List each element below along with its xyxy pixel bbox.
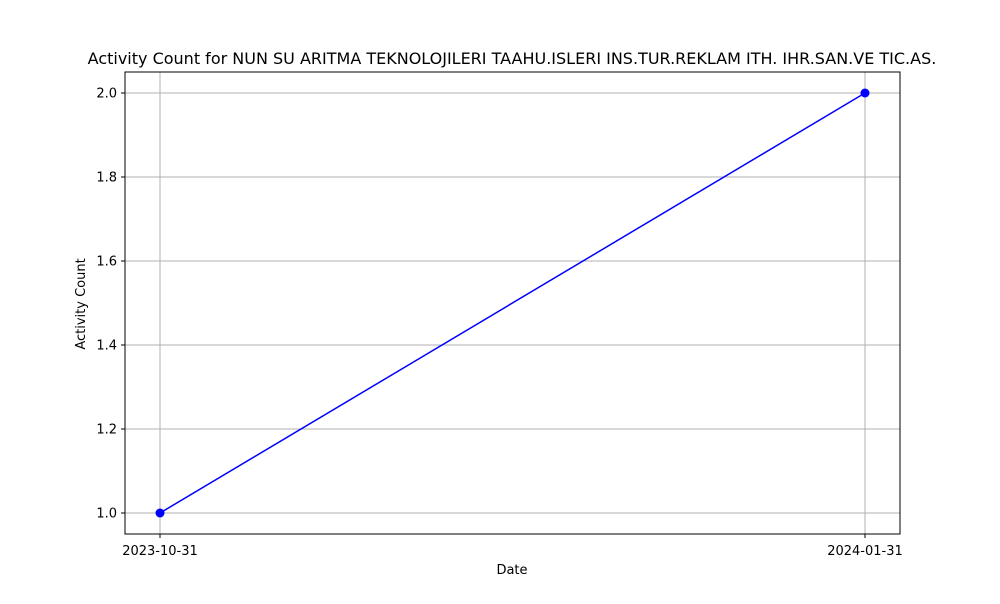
chart-title: Activity Count for NUN SU ARITMA TEKNOLO… <box>88 49 937 68</box>
y-tick-label: 2.0 <box>96 87 117 102</box>
data-point <box>155 508 165 518</box>
y-tick-label: 1.0 <box>96 507 117 522</box>
plot-frame <box>124 71 901 535</box>
y-axis-ticks: 1.0 1.2 1.4 1.6 1.8 2.0 <box>96 87 125 522</box>
data-point <box>860 88 870 98</box>
x-tick-label: 2023-10-31 <box>122 544 198 559</box>
series-line <box>159 92 866 514</box>
y-tick-label: 1.4 <box>96 339 117 354</box>
x-axis-ticks: 2023-10-31 2024-01-31 <box>122 534 903 559</box>
y-tick-label: 1.6 <box>96 255 117 270</box>
y-tick-label: 1.8 <box>96 171 117 186</box>
y-axis-label: Activity Count <box>74 258 89 349</box>
grid <box>125 72 900 534</box>
series-layer <box>155 88 870 518</box>
x-axis-label: Date <box>496 563 527 578</box>
y-tick-label: 1.2 <box>96 423 117 438</box>
x-tick-label: 2024-01-31 <box>827 544 903 559</box>
